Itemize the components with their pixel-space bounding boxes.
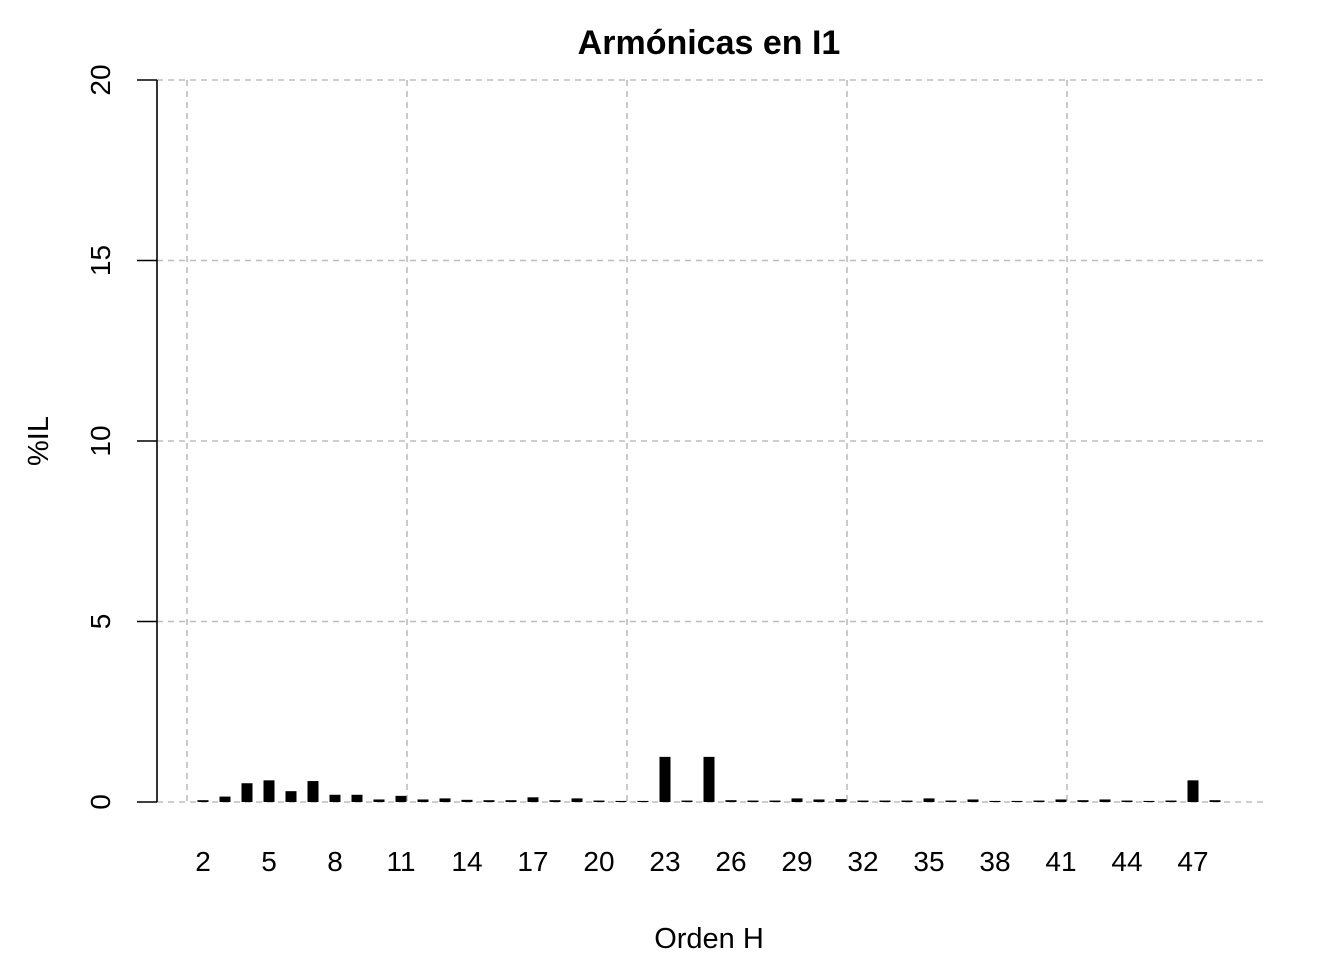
x-axis-label: Orden H: [654, 923, 764, 955]
bar-h48: [1209, 800, 1221, 802]
y-tick-label: 10: [85, 425, 116, 456]
bar-h36: [945, 800, 957, 802]
bar-h10: [373, 799, 385, 802]
y-axis: 0 5 10 15 20: [85, 64, 158, 810]
bar-h37: [967, 799, 979, 802]
bar-h6: [285, 791, 297, 802]
x-tick-label: 29: [781, 846, 812, 877]
bar-h40: [1033, 800, 1045, 802]
bar-h23: [659, 756, 671, 802]
bar-h16: [505, 800, 517, 802]
bar-h35: [923, 798, 935, 802]
bar-h47: [1187, 780, 1199, 802]
bar-h41: [1055, 799, 1067, 802]
bar-h24: [681, 800, 693, 802]
x-tick-labels: 2 5 8 11 14 17 20 23 26 29 32 35 38 41 44 47: [195, 846, 1208, 877]
bar-h19: [571, 798, 583, 802]
bar-h46: [1165, 800, 1177, 802]
bar-h7: [307, 781, 319, 802]
bar-h15: [483, 800, 495, 802]
x-tick-label: 35: [913, 846, 944, 877]
x-tick-label: 17: [517, 846, 548, 877]
bar-h4: [241, 783, 253, 802]
bar-h38: [989, 800, 1001, 802]
bar-h17: [527, 797, 539, 802]
bar-h22: [637, 800, 649, 802]
y-tick-label: 5: [85, 614, 116, 630]
bar-h20: [593, 800, 605, 802]
x-tick-label: 44: [1111, 846, 1142, 877]
bar-h13: [439, 798, 451, 802]
bar-h34: [901, 800, 913, 802]
x-tick-label: 14: [451, 846, 482, 877]
bar-h27: [747, 800, 759, 802]
x-tick-label: 32: [847, 846, 878, 877]
bar-h39: [1011, 800, 1023, 802]
bar-h28: [769, 800, 781, 802]
bar-h43: [1099, 799, 1111, 802]
bar-h31: [835, 799, 847, 802]
x-tick-label: 38: [979, 846, 1010, 877]
y-tick-label: 0: [85, 794, 116, 810]
bar-h12: [417, 799, 429, 802]
bar-h21: [615, 800, 627, 802]
bar-h14: [461, 799, 473, 802]
bar-h32: [857, 800, 869, 802]
x-tick-label: 20: [583, 846, 614, 877]
y-tick-label: 20: [85, 64, 116, 95]
bar-h3: [219, 796, 231, 802]
bars: [197, 756, 1221, 802]
bar-h9: [351, 794, 363, 802]
x-tick-label: 26: [715, 846, 746, 877]
bar-h42: [1077, 800, 1089, 802]
bar-h30: [813, 799, 825, 802]
bar-h33: [879, 800, 891, 802]
x-tick-label: 8: [327, 846, 343, 877]
x-tick-label: 23: [649, 846, 680, 877]
x-tick-label: 11: [386, 846, 415, 877]
bar-h5: [263, 780, 275, 802]
y-axis-label: %IL: [23, 416, 55, 466]
bar-h44: [1121, 800, 1133, 802]
y-tick-label: 15: [85, 245, 116, 276]
x-tick-label: 2: [195, 846, 211, 877]
bar-h2: [197, 800, 209, 802]
x-tick-label: 41: [1045, 846, 1076, 877]
x-tick-label: 5: [261, 846, 277, 877]
grid-lines: [157, 79, 1264, 803]
bar-h11: [395, 795, 407, 802]
bar-h18: [549, 800, 561, 802]
bar-h26: [725, 800, 737, 802]
bar-h8: [329, 794, 341, 802]
x-tick-label: 47: [1177, 846, 1208, 877]
bar-h45: [1143, 800, 1155, 802]
bar-h29: [791, 798, 803, 802]
chart-title: Armónicas en I1: [578, 24, 841, 62]
bar-h25: [703, 756, 715, 802]
